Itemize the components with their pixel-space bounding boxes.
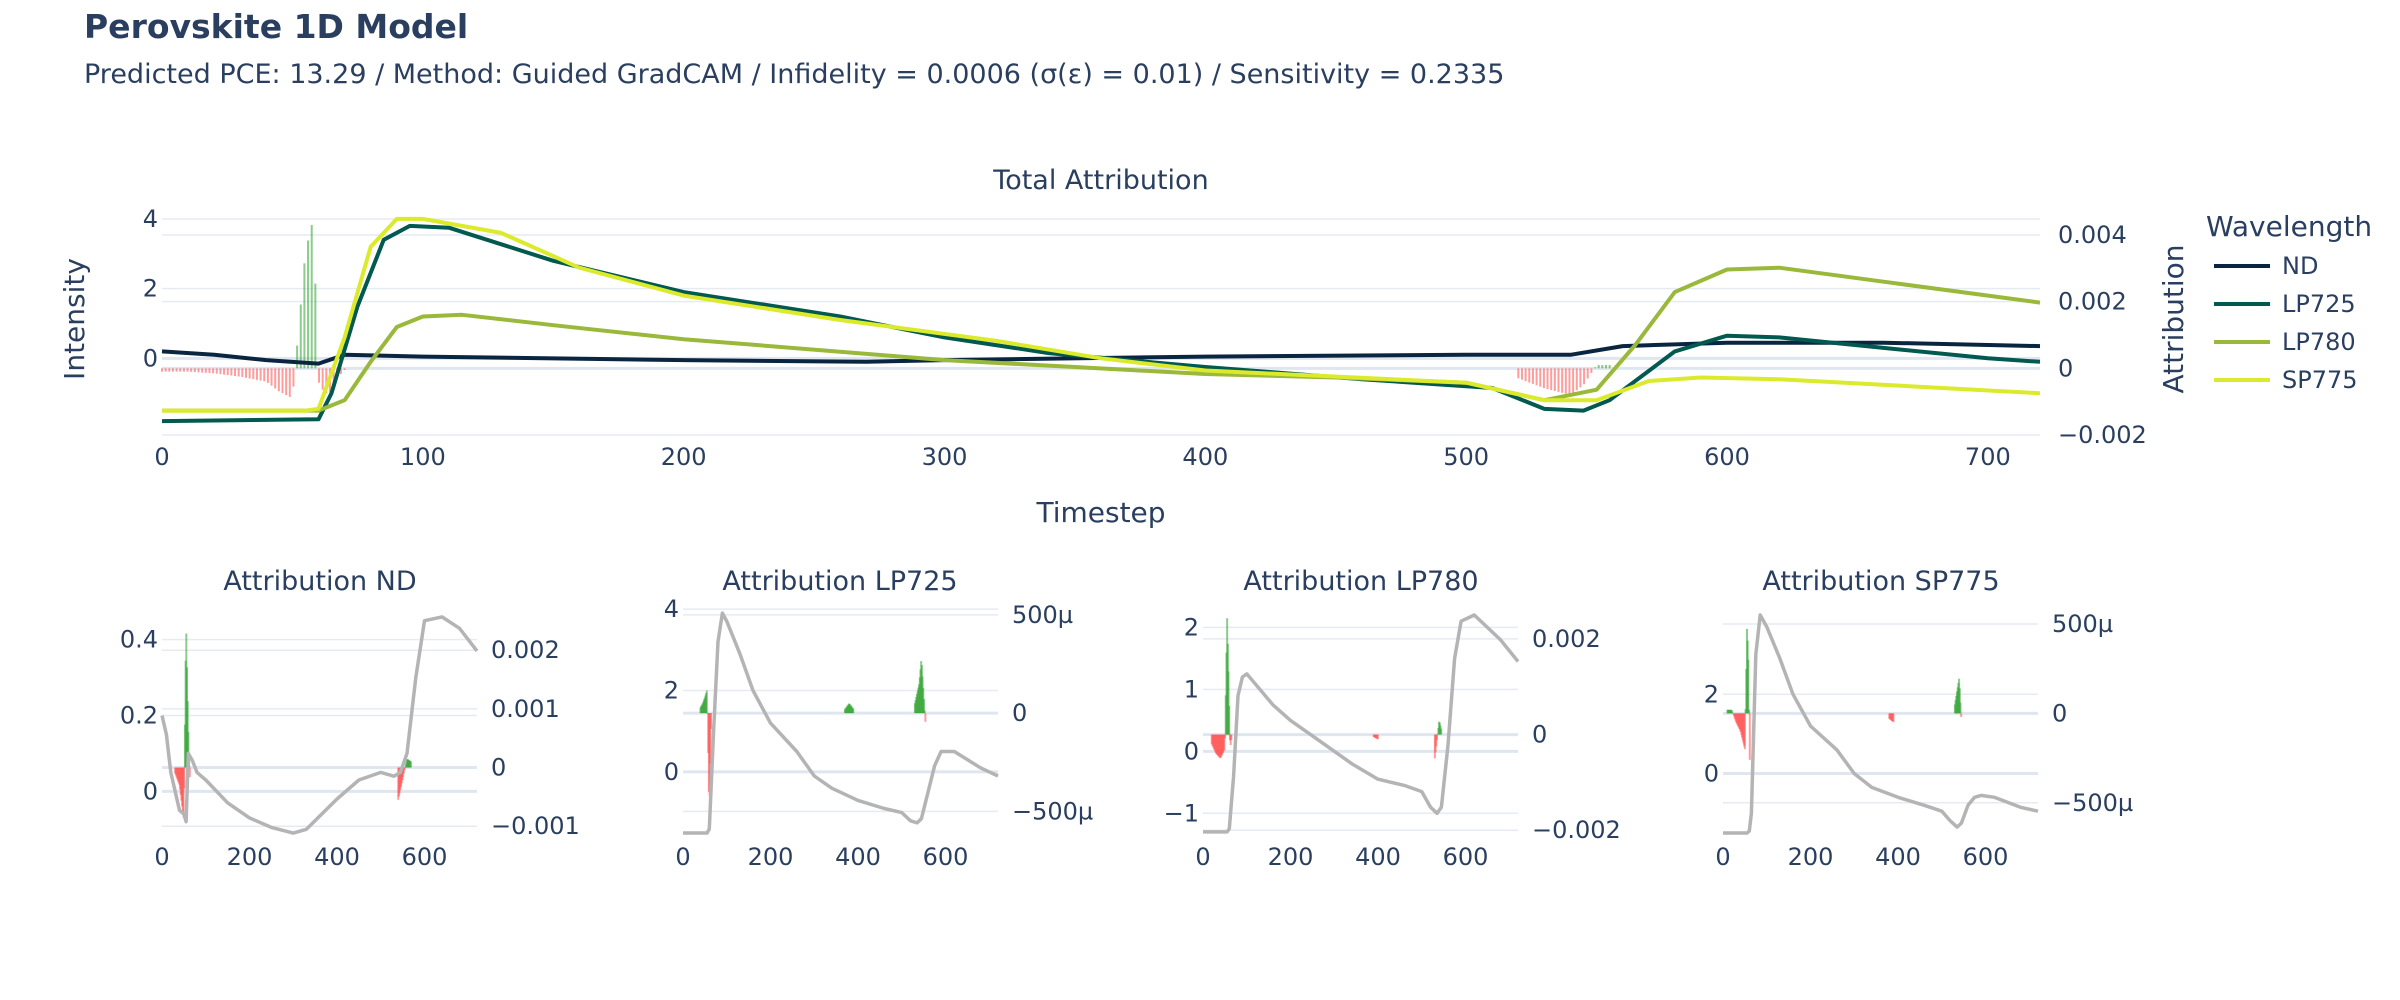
x-tick-label: 400 (1355, 843, 1401, 871)
panel-total-attribution: Total Attribution 0 100 200 300 400 500 600 700… (58, 165, 2190, 529)
y-tick-label: 0 (143, 777, 158, 805)
panel-attribution-nd: Attribution ND 0 200 400 600 0 0.2 0.4 −0.001 0 0… (120, 566, 580, 871)
x-tick-label: 0 (1195, 843, 1210, 871)
series-line-lp780 (162, 265, 2041, 413)
y2-tick-label: 0 (491, 754, 506, 782)
y-axis-label: Intensity (58, 258, 91, 380)
y2-tick-label: 0 (1012, 699, 1027, 727)
series-line-nd (161, 340, 2041, 366)
y-tick-label: 4 (143, 205, 158, 233)
y2-tick-label: −0.001 (491, 812, 580, 840)
series-line-sp775 (162, 216, 2041, 413)
x-tick-label: 200 (661, 443, 707, 471)
y-tick-label: 0 (1184, 737, 1199, 765)
x-tick-label: 100 (400, 443, 446, 471)
figure-title: Perovskite 1D Model (84, 7, 468, 46)
x-tick-label: 600 (1704, 443, 1750, 471)
y-tick-label: 0 (143, 344, 158, 372)
y-tick-label: 2 (1704, 680, 1719, 708)
y2-tick-label: −500µ (1012, 797, 1093, 825)
y2-tick-label: −500µ (2052, 789, 2133, 817)
series-line-nd (160, 615, 479, 835)
x-tick-label: 500 (1443, 443, 1489, 471)
x-tick-label: 400 (835, 843, 881, 871)
x-tick-label: 200 (748, 843, 794, 871)
series-line-lp725 (161, 223, 2041, 424)
y2-axis-label: Attribution (2157, 244, 2190, 393)
x-tick-label: 0 (154, 443, 169, 471)
x-tick-label: 600 (1963, 843, 2009, 871)
y-tick-label: −1 (1164, 799, 1199, 827)
panel-attribution-lp725: Attribution LP725 0 200 400 600 0 2 4 −500µ 0 500… (664, 566, 1093, 871)
panel-attribution-lp780: Attribution LP780 0 200 400 600 −1 0 1 2 −0.002 0… (1164, 566, 1621, 871)
y2-tick-label: 0 (1532, 721, 1547, 749)
y2-tick-label: 0.004 (2058, 221, 2127, 249)
legend-label: LP725 (2282, 290, 2356, 318)
legend-title: Wavelength (2206, 210, 2372, 243)
x-axis-label: Timestep (1035, 496, 1165, 529)
y-tick-label: 1 (1184, 675, 1199, 703)
x-tick-label: 200 (1268, 843, 1314, 871)
legend-item-lp780[interactable]: LP780 (2214, 328, 2356, 356)
series-line-lp780 (1203, 613, 1520, 834)
y-tick-label: 0 (664, 758, 679, 786)
y-tick-label: 0.4 (120, 626, 158, 654)
x-tick-label: 0 (1715, 843, 1730, 871)
y2-tick-label: 0 (2058, 354, 2073, 382)
x-tick-label: 200 (1788, 843, 1834, 871)
y2-tick-label: 500µ (1012, 601, 1073, 629)
figure-subtitle: Predicted PCE: 13.29 / Method: Guided Gr… (84, 59, 1504, 90)
y2-tick-label: 0.001 (491, 695, 560, 723)
legend: Wavelength ND LP725 LP780 SP775 (2206, 210, 2372, 394)
y-tick-label: 2 (664, 676, 679, 704)
y-tick-label: 4 (664, 595, 679, 623)
x-tick-label: 600 (1443, 843, 1489, 871)
legend-label: LP780 (2282, 328, 2356, 356)
panel-title: Attribution LP780 (1243, 566, 1478, 597)
x-tick-label: 200 (227, 843, 273, 871)
y2-tick-label: 500µ (2052, 610, 2113, 638)
legend-item-sp775[interactable]: SP775 (2214, 366, 2358, 394)
x-tick-label: 0 (675, 843, 690, 871)
legend-label: ND (2282, 252, 2318, 280)
x-tick-label: 400 (1875, 843, 1921, 871)
x-tick-label: 300 (922, 443, 968, 471)
y2-tick-label: 0.002 (2058, 288, 2127, 316)
series-line-lp725 (683, 611, 999, 835)
y-tick-label: 2 (1184, 613, 1199, 641)
series-line-sp775 (1723, 613, 2039, 835)
x-tick-label: 600 (923, 843, 969, 871)
x-tick-label: 400 (314, 843, 360, 871)
y-tick-label: 0 (1704, 760, 1719, 788)
x-tick-label: 700 (1965, 443, 2011, 471)
legend-item-lp725[interactable]: LP725 (2214, 290, 2356, 318)
panel-title: Attribution ND (223, 566, 416, 597)
panel-title: Attribution SP775 (1762, 566, 1999, 597)
y2-tick-label: 0.002 (1532, 625, 1601, 653)
panel-title: Total Attribution (992, 165, 1208, 196)
y2-tick-label: −0.002 (1532, 816, 1621, 844)
y2-tick-label: −0.002 (2058, 421, 2147, 449)
panel-attribution-sp775: Attribution SP775 0 200 400 600 0 2 −500µ 0 500µ (1704, 566, 2133, 871)
y2-tick-label: 0.002 (491, 636, 560, 664)
legend-label: SP775 (2282, 366, 2358, 394)
y2-tick-label: 0 (2052, 699, 2067, 727)
panel-title: Attribution LP725 (722, 566, 957, 597)
y-tick-label: 2 (143, 275, 158, 303)
x-tick-label: 0 (154, 843, 169, 871)
x-tick-label: 400 (1182, 443, 1228, 471)
legend-item-nd[interactable]: ND (2214, 252, 2318, 280)
x-tick-label: 600 (402, 843, 448, 871)
y-tick-label: 0.2 (120, 702, 158, 730)
